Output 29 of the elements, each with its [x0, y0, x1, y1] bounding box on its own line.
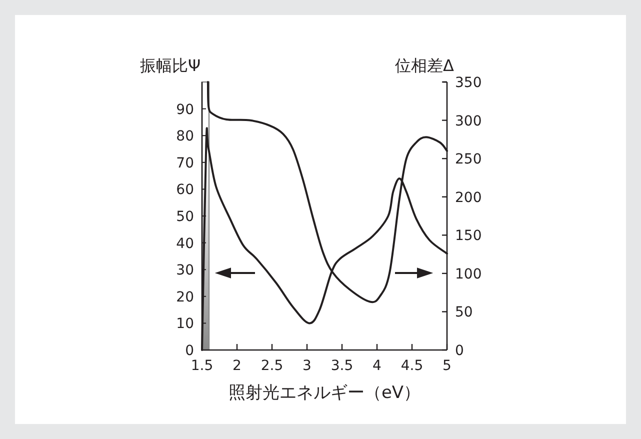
- y-tick-label: 20: [176, 289, 194, 306]
- x-axis-title: 照射光エネルギー（eV）: [228, 383, 421, 403]
- y2-tick-label: 300: [455, 113, 482, 130]
- x-tick-label: 3: [302, 358, 312, 374]
- y2-tick-label: 0: [455, 343, 464, 359]
- y-tick-label: 90: [176, 102, 194, 118]
- y-tick-label: 80: [176, 128, 194, 145]
- x-tick-label: 4.5: [400, 358, 424, 374]
- x-tick-label: 1.5: [190, 358, 214, 374]
- x-tick-label: 2: [232, 358, 242, 374]
- y-tick-label: 10: [176, 316, 194, 332]
- y-tick-label: 50: [176, 209, 194, 225]
- y2-tick-label: 50: [455, 304, 473, 321]
- y2-tick-label: 200: [455, 190, 482, 206]
- x-tick-label: 5: [442, 358, 452, 374]
- x-tick-label: 2.5: [260, 358, 284, 374]
- y2-tick-label: 150: [455, 228, 482, 244]
- y2-tick-label: 250: [455, 152, 482, 168]
- y-axis-title: 振幅比Ψ: [140, 56, 201, 75]
- y2-axis-title: 位相差Δ: [395, 56, 454, 75]
- x-tick-label: 4: [372, 358, 382, 374]
- y2-tick-label: 100: [455, 266, 482, 282]
- y-tick-label: 40: [176, 236, 194, 252]
- y2-tick-label: 350: [455, 75, 482, 91]
- x-tick-label: 3.5: [330, 358, 354, 374]
- y-tick-label: 0: [185, 343, 194, 359]
- y-tick-label: 60: [176, 182, 194, 198]
- y-tick-label: 70: [176, 155, 194, 172]
- y-tick-label: 30: [176, 262, 194, 279]
